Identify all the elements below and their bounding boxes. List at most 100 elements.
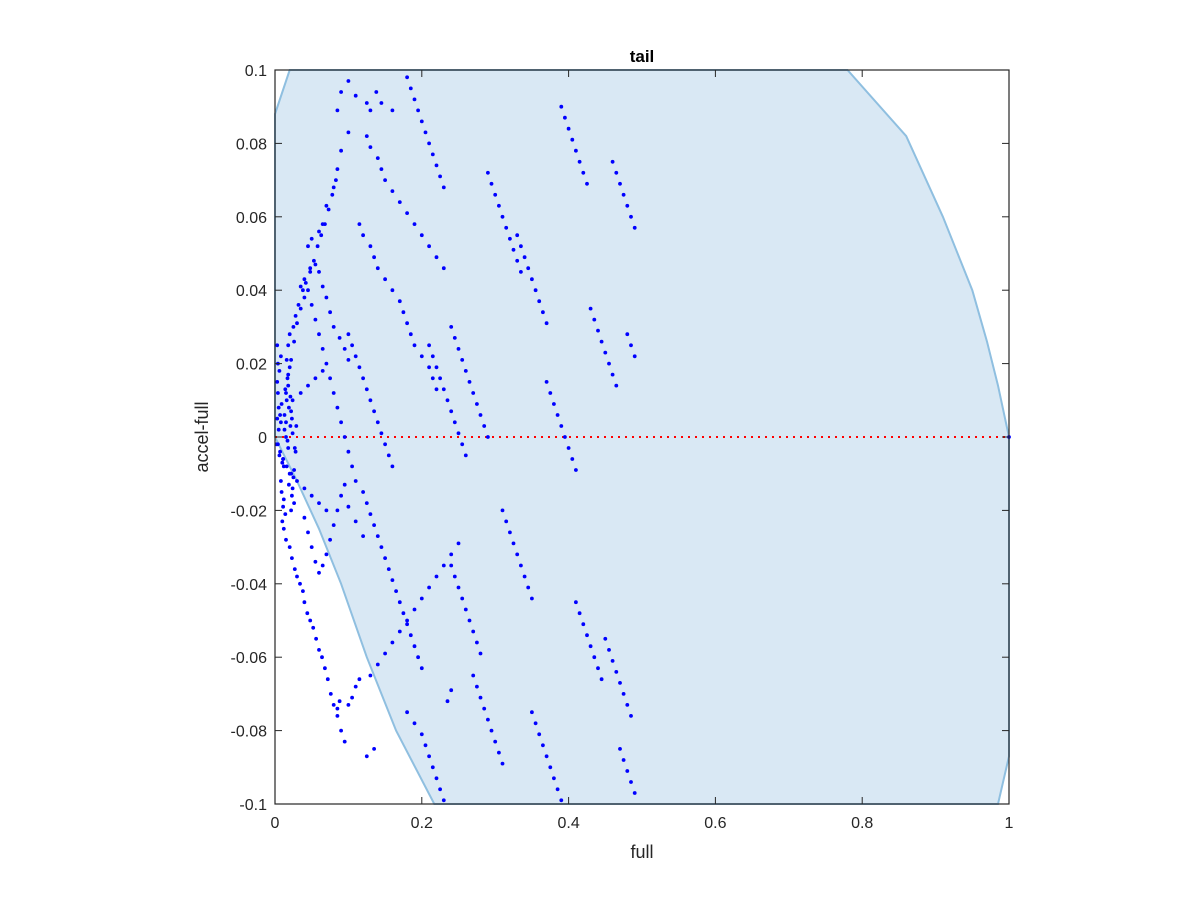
data-point: [331, 185, 336, 190]
data-point: [408, 332, 413, 337]
data-point: [570, 137, 575, 142]
y-tick-label: 0: [258, 430, 267, 447]
data-point: [463, 453, 468, 458]
data-point: [408, 633, 413, 638]
data-point: [317, 229, 321, 234]
data-point: [533, 721, 538, 726]
data-point: [324, 552, 329, 557]
data-point: [284, 435, 288, 439]
data-point: [317, 570, 321, 575]
data-point: [449, 552, 454, 557]
data-point: [319, 233, 324, 238]
data-point: [311, 625, 316, 630]
data-point: [290, 431, 295, 436]
data-point: [298, 581, 302, 586]
data-point: [284, 420, 288, 425]
data-point: [515, 552, 520, 557]
data-point: [325, 677, 330, 682]
data-point: [357, 365, 362, 370]
x-tick-label: 0.8: [851, 815, 873, 832]
data-point: [405, 75, 409, 80]
data-point: [548, 391, 553, 395]
data-point: [460, 358, 465, 362]
data-point: [317, 648, 321, 652]
data-point: [544, 321, 549, 326]
data-point: [397, 629, 402, 634]
data-point: [346, 332, 351, 337]
data-point: [368, 244, 373, 249]
data-point: [471, 391, 476, 395]
data-point: [280, 460, 285, 465]
data-point: [353, 93, 358, 98]
data-point: [588, 644, 593, 649]
data-point: [585, 633, 589, 638]
data-point: [629, 780, 633, 784]
data-point: [394, 589, 398, 593]
data-point: [331, 703, 336, 707]
data-point: [486, 435, 490, 439]
data-point: [408, 86, 413, 91]
data-point: [419, 596, 424, 601]
data-point: [497, 203, 501, 208]
data-point: [313, 559, 318, 564]
data-point: [614, 670, 619, 674]
data-point: [374, 90, 379, 94]
data-point: [353, 684, 358, 689]
data-point: [279, 479, 283, 483]
data-point: [574, 468, 578, 472]
data-point: [500, 508, 505, 513]
data-point: [397, 600, 402, 605]
y-tick-label: 0.04: [236, 283, 267, 300]
data-point: [419, 666, 424, 671]
data-point: [603, 636, 608, 641]
data-point: [596, 328, 600, 333]
data-point: [337, 336, 342, 340]
data-point: [570, 457, 575, 461]
data-point: [290, 556, 294, 560]
data-point: [607, 648, 611, 652]
data-point: [632, 354, 637, 359]
data-point: [519, 270, 523, 274]
data-point: [323, 666, 327, 671]
data-point: [375, 156, 380, 161]
data-point: [478, 413, 483, 417]
data-point: [614, 383, 619, 388]
data-point: [284, 537, 288, 542]
data-point: [364, 754, 369, 759]
data-point: [287, 365, 292, 370]
data-point: [368, 673, 373, 678]
data-point: [452, 420, 457, 425]
data-point: [298, 391, 303, 395]
data-point: [434, 776, 439, 781]
y-tick-label: -0.02: [231, 503, 268, 520]
data-point: [364, 501, 369, 505]
data-point: [519, 244, 523, 249]
data-point: [278, 449, 282, 454]
data-point: [281, 464, 286, 469]
data-point: [298, 306, 303, 311]
data-point: [430, 354, 435, 359]
data-point: [478, 695, 483, 700]
x-tick-label: 0: [271, 815, 280, 832]
data-point: [434, 255, 439, 260]
data-point: [533, 288, 538, 293]
data-point: [526, 266, 531, 271]
data-point: [339, 148, 343, 153]
data-point: [577, 611, 582, 616]
data-point: [309, 236, 314, 241]
data-point: [292, 567, 297, 571]
data-point: [293, 314, 298, 318]
data-point: [364, 134, 369, 139]
data-point: [441, 185, 446, 190]
data-point: [544, 754, 549, 759]
data-point: [519, 563, 523, 568]
data-point: [339, 728, 343, 733]
data-point: [331, 523, 336, 527]
data-point: [504, 519, 509, 524]
data-point: [412, 607, 417, 612]
data-point: [441, 387, 446, 392]
data-point: [467, 380, 472, 384]
data-point: [449, 325, 454, 329]
